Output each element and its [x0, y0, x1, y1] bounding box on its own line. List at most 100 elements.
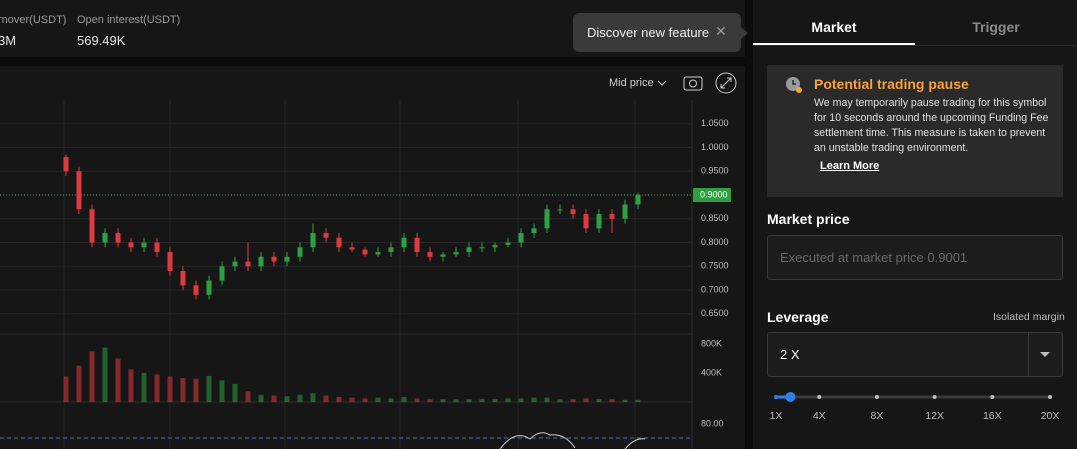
- candle-body: [141, 242, 147, 248]
- candle-body: [557, 209, 563, 211]
- volume-bar: [414, 398, 420, 402]
- learn-more-link[interactable]: Learn More: [820, 160, 880, 172]
- volume-bar: [154, 374, 160, 402]
- volume-bar: [492, 399, 498, 402]
- candle-body: [622, 204, 628, 219]
- market-price-label: Market price: [767, 211, 850, 227]
- candle-body: [479, 247, 485, 249]
- candle-body: [102, 233, 108, 243]
- select-caret: [1040, 352, 1050, 357]
- last-price-label: 0.9000: [700, 189, 728, 199]
- slider-tick-label: 16X: [983, 410, 1002, 422]
- volume-bar: [375, 397, 381, 402]
- tooltip[interactable]: [573, 13, 741, 52]
- tooltip-arrow: [741, 27, 748, 39]
- notice-body: We may temporarily pause trading for thi…: [814, 97, 1049, 154]
- indicator-curve: [499, 432, 646, 449]
- margin-mode[interactable]: Isolated margin: [993, 311, 1065, 323]
- candle-body: [323, 233, 329, 238]
- y-tick-label: 0.8500: [701, 213, 729, 223]
- camera-icon[interactable]: [683, 76, 703, 91]
- slider-stop: [932, 395, 937, 399]
- candle-body: [531, 228, 537, 234]
- volume-bar: [453, 399, 459, 402]
- market-price-input[interactable]: [767, 235, 1063, 280]
- volume-bar: [388, 398, 394, 402]
- candle-body: [583, 214, 589, 229]
- candle-body: [609, 214, 615, 219]
- y-tick-label: 0.7500: [701, 261, 729, 271]
- volume-bar: [596, 399, 602, 402]
- price-source[interactable]: Mid price: [609, 77, 654, 89]
- volume-bar: [180, 378, 186, 402]
- volume-bar: [310, 393, 316, 402]
- candle-body: [518, 233, 524, 243]
- y-tick-label: 0.6500: [701, 308, 729, 318]
- volume-bar: [258, 394, 264, 402]
- volume-bar: [609, 399, 615, 402]
- time-grid: [63, 100, 636, 449]
- leverage-slider[interactable]: 1X 4X 8X 12X 16X 20X: [753, 385, 1077, 425]
- slider-tick-label: 20X: [1041, 410, 1060, 422]
- volume-bar: [297, 394, 303, 402]
- y-tick-label: 0.8000: [701, 237, 729, 247]
- candle-body: [206, 280, 212, 295]
- y-tick-label: 0.9500: [701, 166, 729, 176]
- candle-body: [505, 242, 511, 245]
- volume-bar: [570, 399, 576, 402]
- candle-body: [271, 256, 277, 262]
- candle-body: [154, 242, 160, 253]
- select-divider: [1028, 333, 1029, 376]
- volume-bar: [518, 398, 524, 402]
- slider-stop: [874, 395, 879, 399]
- candle-body: [570, 209, 576, 215]
- volume-bar: [349, 397, 355, 402]
- candle-body: [76, 171, 82, 210]
- candle-body: [63, 157, 69, 172]
- expand-icon[interactable]: [715, 72, 737, 94]
- candle-body: [349, 247, 355, 250]
- volume-bar: [505, 398, 511, 402]
- volume-bar: [362, 398, 368, 402]
- candle-body: [232, 261, 238, 267]
- tab[interactable]: Trigger: [972, 19, 1020, 35]
- volume-bar: [284, 396, 290, 402]
- volume-bar: [427, 399, 433, 402]
- volume-bar: [89, 351, 95, 402]
- stat-label: Open interest(USDT): [77, 14, 181, 26]
- slider-stop: [990, 395, 995, 399]
- volume-bar: [76, 365, 82, 402]
- slider-tick-label: 8X: [871, 410, 884, 422]
- tab-active[interactable]: Market: [811, 19, 857, 35]
- candle-body: [219, 266, 225, 281]
- volume-bar: [544, 397, 550, 402]
- notice-title: Potential trading pause: [814, 76, 969, 92]
- leverage-label: Leverage: [767, 309, 829, 325]
- tooltip-text: Discover new feature: [587, 25, 710, 40]
- tab-divider: [753, 45, 1077, 46]
- volume-bar: [232, 383, 238, 402]
- volume-tick-label: 800K: [701, 338, 722, 348]
- volume-bar: [219, 380, 225, 402]
- candle-body: [401, 237, 407, 248]
- volume-bar: [479, 399, 485, 402]
- volume-bar: [635, 399, 641, 402]
- stat-value: 3M: [0, 33, 17, 48]
- leverage-select[interactable]: [767, 332, 1063, 377]
- tab-underline: [753, 43, 915, 45]
- candle-body: [193, 285, 199, 295]
- candle-body: [258, 256, 264, 267]
- candle-body: [284, 256, 290, 262]
- candle-body: [466, 247, 472, 253]
- close-icon[interactable]: ✕: [715, 23, 727, 39]
- candle-body: [167, 252, 173, 272]
- volume-bar: [557, 399, 563, 402]
- volume-bar: [167, 376, 173, 402]
- volume-bar: [531, 397, 537, 402]
- stat-value: 569.49K: [77, 33, 126, 48]
- volume-bar: [336, 396, 342, 402]
- candle-body: [414, 237, 420, 253]
- candle-body: [115, 233, 121, 243]
- slider-handle: [785, 392, 796, 402]
- volume-bar: [128, 369, 134, 402]
